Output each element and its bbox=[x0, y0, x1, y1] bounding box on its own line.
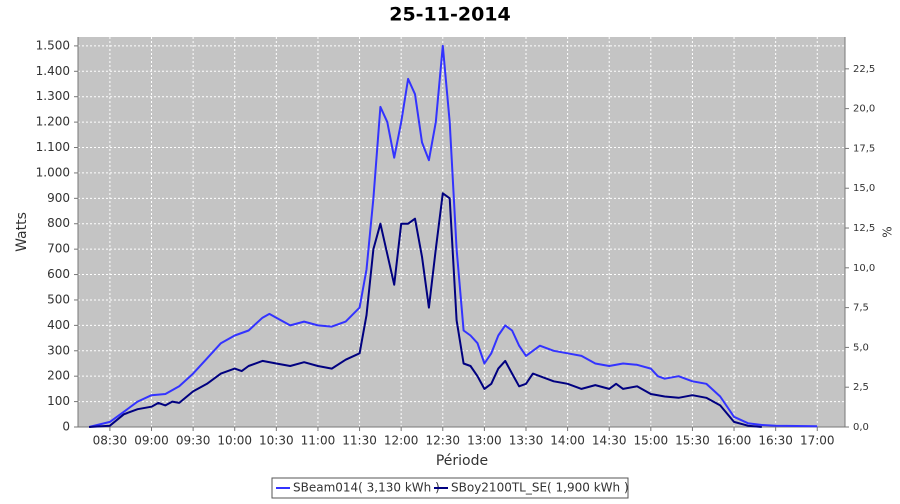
y-tick-label: 1.200 bbox=[36, 115, 70, 129]
x-tick-label: 09:00 bbox=[134, 434, 169, 448]
y-tick-label: 1.300 bbox=[36, 89, 70, 103]
y2-tick-label: 15,0 bbox=[853, 183, 875, 194]
x-tick-label: 15:00 bbox=[634, 434, 669, 448]
x-tick-label: 12:30 bbox=[425, 434, 460, 448]
y-tick-label: 1.000 bbox=[36, 165, 70, 179]
y2-tick-label: 0,0 bbox=[853, 422, 869, 433]
y2-tick-label: 5,0 bbox=[853, 342, 869, 353]
series-line bbox=[88, 44, 818, 428]
x-tick-label: 13:30 bbox=[509, 434, 544, 448]
y2-tick-label: 12,5 bbox=[853, 223, 875, 234]
y2-tick-label: 2,5 bbox=[853, 382, 869, 393]
x-tick-label: 12:00 bbox=[384, 434, 419, 448]
y2-tick-label: 10,0 bbox=[853, 263, 875, 274]
legend bbox=[271, 477, 629, 499]
chart-title: 25-11-2014 bbox=[389, 4, 511, 26]
y2-tick-label: 7,5 bbox=[853, 303, 869, 314]
y-tick-label: 300 bbox=[47, 343, 70, 357]
y2-tick-label: 22,5 bbox=[853, 64, 875, 75]
series-line bbox=[89, 192, 762, 428]
legend-label: SBeam014( 3,130 kWh ) bbox=[293, 481, 440, 495]
plot-area bbox=[78, 37, 845, 427]
y-tick-label: 600 bbox=[47, 267, 70, 281]
y-tick-label: 1.100 bbox=[36, 140, 70, 154]
y-tick-label: 700 bbox=[47, 242, 70, 256]
x-tick-label: 14:30 bbox=[592, 434, 627, 448]
x-tick-label: 11:00 bbox=[301, 434, 336, 448]
x-tick-label: 13:00 bbox=[467, 434, 502, 448]
y-tick-label: 1.400 bbox=[36, 64, 70, 78]
y2-tick-label: 20,0 bbox=[853, 104, 875, 115]
y-tick-label: 800 bbox=[47, 216, 70, 230]
x-tick-label: 09:30 bbox=[176, 434, 211, 448]
y2-axis-label: % bbox=[881, 226, 895, 237]
y-tick-label: 0 bbox=[62, 420, 70, 434]
x-tick-label: 11:30 bbox=[342, 434, 377, 448]
x-tick-label: 10:00 bbox=[217, 434, 252, 448]
y-tick-label: 200 bbox=[47, 369, 70, 383]
y2-tick-label: 17,5 bbox=[853, 143, 875, 154]
y-tick-label: 1.500 bbox=[36, 38, 70, 52]
y-tick-label: 400 bbox=[47, 318, 70, 332]
x-tick-label: 10:30 bbox=[259, 434, 294, 448]
y-tick-label: 100 bbox=[47, 394, 70, 408]
y-axis-label: Watts bbox=[14, 212, 30, 252]
y-tick-label: 500 bbox=[47, 292, 70, 306]
y-tick-label: 900 bbox=[47, 191, 70, 205]
x-axis-label: Période bbox=[436, 453, 488, 469]
x-tick-label: 17:00 bbox=[800, 434, 835, 448]
x-tick-label: 16:00 bbox=[717, 434, 752, 448]
x-tick-label: 15:30 bbox=[675, 434, 710, 448]
x-tick-label: 14:00 bbox=[550, 434, 585, 448]
x-tick-label: 08:30 bbox=[93, 434, 128, 448]
legend-label: SBoy2100TL_SE( 1,900 kWh ) bbox=[451, 481, 629, 495]
x-tick-label: 16:30 bbox=[758, 434, 793, 448]
